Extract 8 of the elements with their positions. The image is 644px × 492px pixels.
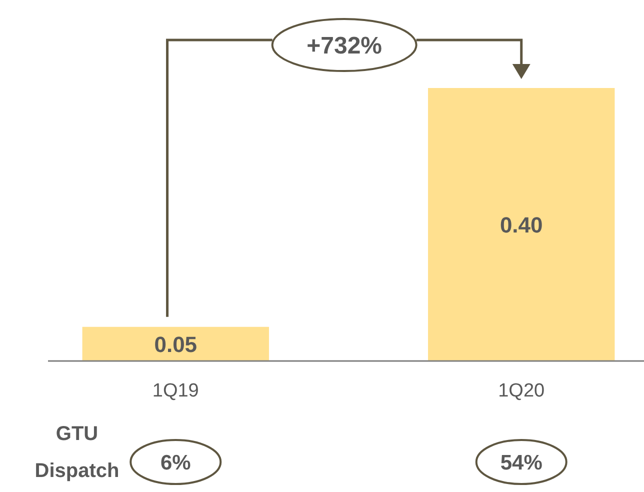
x-tick-label: 1Q20 <box>498 380 545 402</box>
text: +732% <box>306 32 382 60</box>
x-tick-label: 1Q19 <box>152 380 199 402</box>
text: 54% <box>500 452 543 475</box>
text: GTU Dispatch <box>34 423 120 482</box>
data-label: 0.40 <box>500 212 543 238</box>
text: 6% <box>160 452 192 475</box>
data-label: 0.05 <box>154 332 198 357</box>
